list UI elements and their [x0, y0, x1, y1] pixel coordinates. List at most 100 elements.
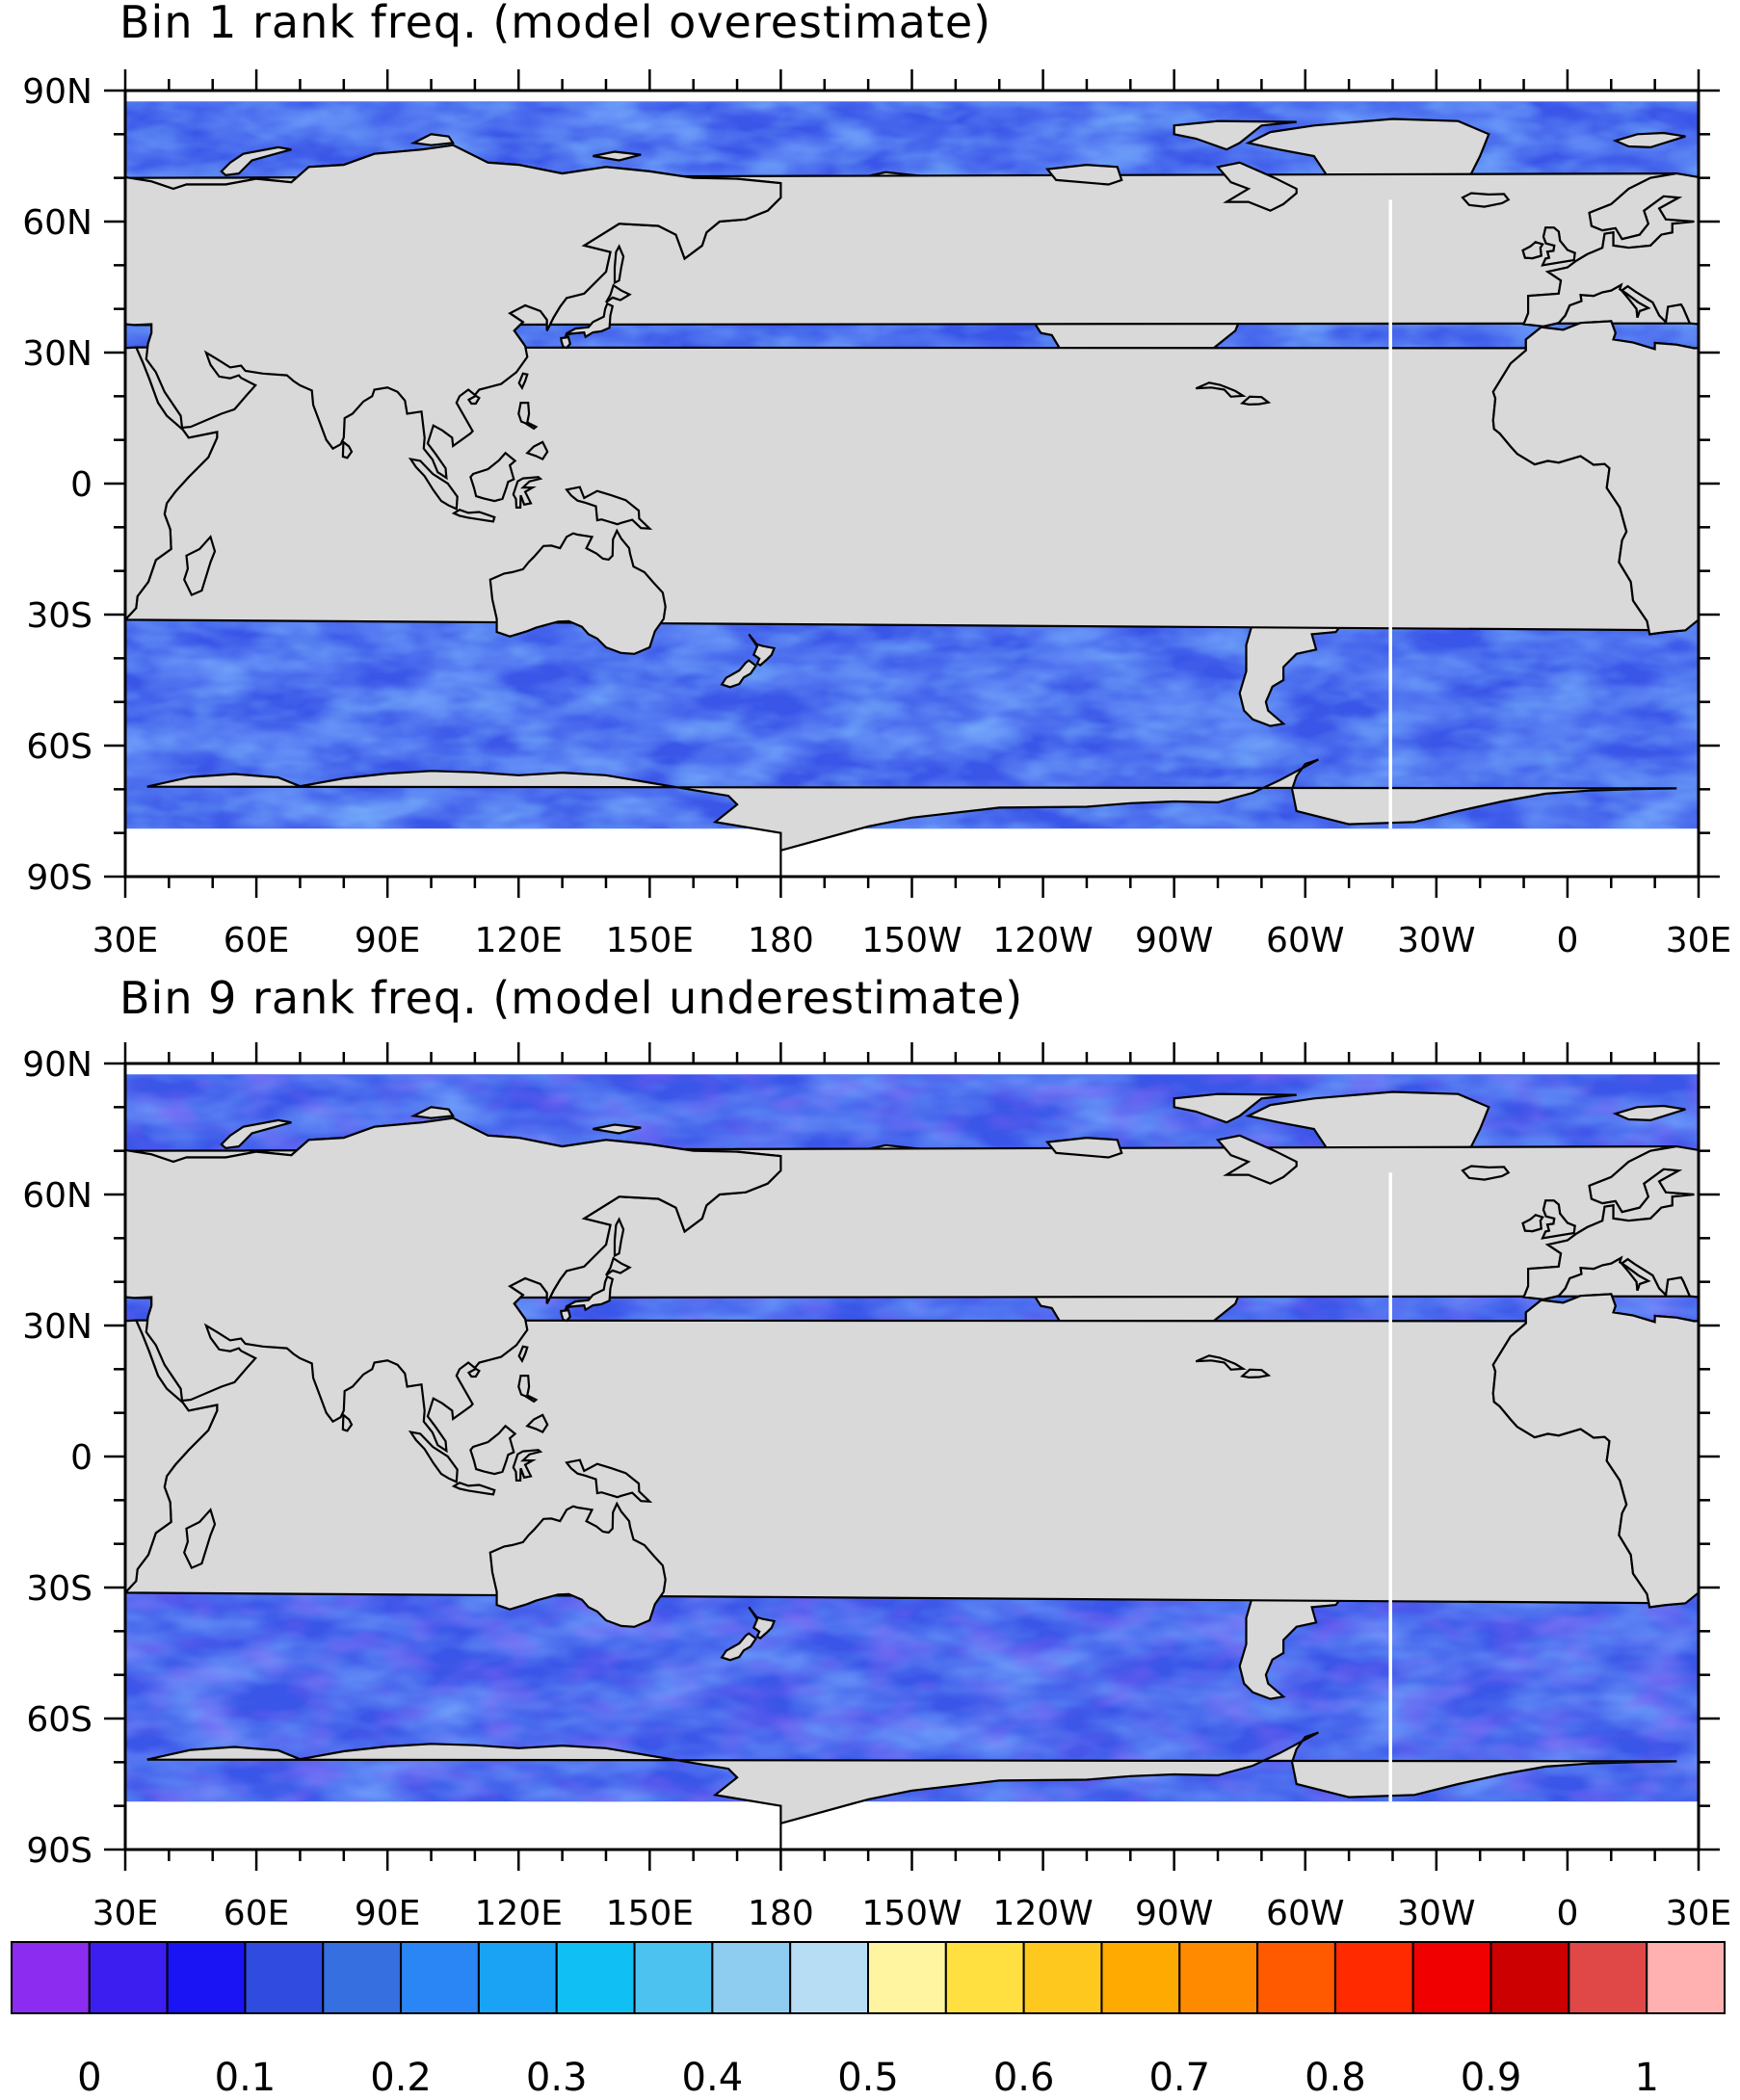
colorbar-swatch — [1490, 1941, 1570, 2014]
lat-tick-label: 30N — [22, 1307, 92, 1347]
land-taiwan — [517, 372, 529, 391]
land-eurasia — [1703, 145, 1740, 478]
lon-tick-label: 30E — [92, 1894, 159, 1933]
colorbar-swatch — [88, 1941, 169, 2014]
colorbar-swatch — [1411, 1941, 1492, 2014]
land-taiwan — [517, 1345, 529, 1364]
lat-tick-label: 60S — [26, 727, 92, 767]
land-hainan — [466, 1367, 481, 1378]
colorbar-swatch — [867, 1941, 947, 2014]
land-java — [451, 1481, 496, 1496]
colorbar-swatch — [1256, 1941, 1336, 2014]
lon-tick-label: 30E — [92, 921, 159, 960]
land-africa-wrap — [1491, 1293, 1699, 1609]
colorbar-tick-label: 1 — [1634, 2056, 1658, 2100]
colorbar-swatch — [322, 1941, 403, 2014]
colorbar-tick-label: 0.6 — [993, 2056, 1055, 2100]
land-sulawesi — [512, 1449, 543, 1482]
land-masses — [0, 1090, 1699, 1850]
land-severnaya-zemlya — [409, 1106, 456, 1119]
lon-tick-label: 150W — [861, 1894, 962, 1933]
land-svalbard — [1612, 1104, 1686, 1122]
land-madagascar — [183, 1508, 217, 1570]
colorbar-tick-label: 0.2 — [370, 2056, 432, 2100]
lon-tick-label: 60E — [224, 1894, 290, 1933]
colorbar-tick-label: 0 — [77, 2056, 101, 2100]
land-ellesmere — [1173, 119, 1297, 151]
land-new-zealand-north — [748, 1606, 777, 1640]
land-hispaniola — [1239, 1368, 1272, 1379]
lon-tick-label: 90W — [1135, 1894, 1213, 1933]
lat-tick-label: 60S — [26, 1700, 92, 1740]
land-hispaniola — [1239, 395, 1272, 407]
lat-tick-label: 90N — [22, 72, 92, 112]
land-borneo — [469, 451, 517, 503]
lon-tick-label: 90E — [355, 1894, 421, 1933]
land-victoria-island — [1044, 163, 1123, 186]
lat-tick-label: 60N — [22, 203, 92, 243]
lon-tick-label: 30E — [1666, 921, 1732, 960]
land-new-siberia — [593, 1123, 642, 1135]
land-eurasia — [0, 1118, 121, 1451]
land-eurasia-wrap — [125, 1116, 782, 1454]
colorbar-tick-label: 0.7 — [1148, 2056, 1210, 2100]
lon-tick-label: 0 — [1556, 921, 1578, 960]
land-antarctica — [1721, 760, 1740, 878]
lon-tick-label: 150E — [606, 921, 694, 960]
lon-tick-label: 60E — [224, 921, 290, 960]
land-australia — [488, 528, 667, 655]
lon-axis: 30E 60E 90E 120E 150E 180 150W 120W 90W 60W 30W 0 30… — [92, 69, 1732, 960]
land-japan-hokkaido — [605, 283, 632, 303]
colorbar-swatch — [1022, 1941, 1103, 2014]
land-japan-hokkaido — [605, 1256, 632, 1276]
colorbar-swatch — [400, 1941, 480, 2014]
land-svalbard — [42, 1106, 113, 1120]
land-new-zealand-north — [748, 633, 777, 667]
land-uk-wrap — [1541, 226, 1576, 267]
lat-tick-label: 30S — [26, 596, 92, 636]
lat-tick-label: 60N — [22, 1176, 92, 1216]
lon-tick-label: 30W — [1397, 1894, 1475, 1933]
panel-title-bin9: Bin 9 rank freq. (model underestimate) — [119, 972, 1024, 1024]
land-novaya-zemlya — [220, 1118, 292, 1150]
land-ellesmere — [1173, 1092, 1297, 1124]
lon-tick-label: 90W — [1135, 921, 1213, 960]
map-panel-bin9: 30E 60E 90E 120E 150E 180 150W 120W 90W 60W 30W 0 30… — [0, 1042, 1731, 1933]
land-eurasia-wrap — [1522, 171, 1699, 328]
colorbar-swatch — [1646, 1941, 1726, 2014]
colorbar-tick-label: 0.5 — [837, 2056, 899, 2100]
colorbar: 0 0.1 0.2 0.3 0.4 0.5 0.6 0.7 0.8 0.9 1 — [11, 1941, 1726, 2100]
colorbar-tick-label: 0.8 — [1305, 2056, 1366, 2100]
land-eurasia-wrap — [125, 144, 782, 481]
land-svalbard — [42, 133, 113, 147]
lat-tick-label: 30S — [26, 1569, 92, 1609]
lon-tick-label: 120W — [992, 921, 1093, 960]
lat-tick-label: 30N — [22, 334, 92, 374]
lon-tick-label: 120E — [475, 921, 563, 960]
lat-tick-label: 90S — [26, 858, 92, 898]
land-java — [451, 508, 496, 523]
land-luzon — [517, 402, 539, 431]
land-uk — [0, 1200, 2, 1238]
land-new-zealand-south — [720, 1632, 758, 1662]
land-uk-wrap — [0, 1200, 2, 1238]
land-baffin — [1215, 1134, 1298, 1185]
land-japan-kyushu — [560, 335, 572, 350]
land-luzon — [517, 1375, 539, 1404]
land-victoria-island — [1044, 1136, 1123, 1159]
land-sri-lanka — [341, 1412, 354, 1432]
land-new-siberia — [593, 150, 642, 162]
colorbar-swatch — [633, 1941, 714, 2014]
lon-tick-label: 180 — [748, 921, 814, 960]
land-baffin — [1215, 161, 1298, 212]
land-borneo — [469, 1424, 517, 1476]
land-novaya-zemlya — [220, 145, 292, 177]
lat-tick-label: 0 — [70, 1438, 92, 1478]
land-hainan — [466, 394, 481, 406]
land-iceland — [1461, 1165, 1511, 1181]
land-mindanao — [525, 1413, 549, 1434]
colorbar-swatch — [11, 1941, 91, 2014]
land-severnaya-zemlya — [409, 133, 456, 146]
lon-tick-label: 0 — [1556, 1894, 1578, 1933]
